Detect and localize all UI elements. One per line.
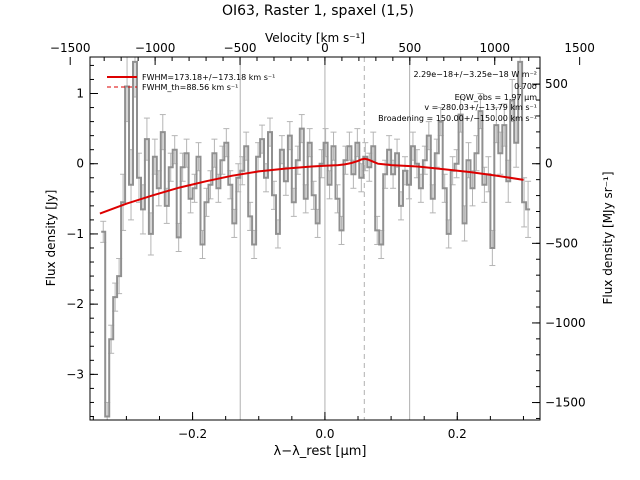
y2-tick-label: −1500 (545, 396, 586, 410)
y2-axis-label: Flux density [MJy sr⁻¹] (601, 171, 615, 304)
axis-ticks: −0.2 0.0 0.2−1500 −1000 −500 0 500 1000 150010−1… (50, 41, 595, 441)
annotation-significance: 0.70σ (514, 82, 537, 91)
x-tick-label: 0.2 (448, 427, 467, 441)
legend-fwhm-th: FWHM_th=88.56 km s⁻¹ (142, 83, 238, 92)
y-tick-label: 0 (76, 157, 84, 171)
velocity-tick-label: 500 (398, 41, 421, 55)
series-layer (99, 60, 531, 418)
velocity-tick-label: 1000 (479, 41, 510, 55)
y-tick-label: 1 (76, 87, 84, 101)
annotation-velocity: v = 280.03+/−13.79 km s⁻¹ (424, 103, 537, 112)
vertical-guide-lines (239, 57, 411, 420)
y2-tick-label: 0 (545, 157, 553, 171)
annotation-line-flux: 2.29e−18+/−3.25e−18 W m⁻² (413, 70, 537, 79)
velocity-tick-label: −500 (224, 41, 257, 55)
velocity-tick-label: 1500 (564, 41, 595, 55)
x-axis-label: λ−λ_rest [μm] (274, 444, 367, 459)
x-tick-label: −0.2 (178, 427, 207, 441)
x-tick-label: 0.0 (315, 427, 334, 441)
y2-tick-label: 500 (545, 77, 568, 91)
velocity-axis-label: Velocity [km s⁻¹] (265, 31, 365, 45)
velocity-tick-label: −1500 (50, 41, 91, 55)
annotation-broadening: Broadening = 150.00+/−150.00 km s⁻¹ (378, 114, 537, 123)
y-tick-label: −1 (66, 227, 84, 241)
fit-line (99, 157, 524, 215)
y2-tick-label: −500 (545, 236, 578, 250)
fit-annotations: 2.29e−18+/−3.25e−18 W m⁻² 0.70σ EQW_obs … (378, 70, 537, 123)
chart-title: OI63, Raster 1, spaxel (1,5) (222, 3, 414, 19)
annotation-eqw: EQW_obs = 1.97 μm (455, 93, 538, 102)
plot-frame (89, 56, 541, 421)
y2-tick-label: −1000 (545, 316, 586, 330)
y-tick-label: −3 (66, 367, 84, 381)
velocity-tick-label: 0 (321, 41, 329, 55)
y-tick-label: −2 (66, 297, 84, 311)
legend-fwhm: FWHM=173.18+/−173.18 km s⁻¹ (142, 73, 275, 82)
y-axis-label: Flux density [Jy] (44, 190, 58, 287)
legend: FWHM=173.18+/−173.18 km s⁻¹ FWHM_th=88.5… (107, 73, 275, 92)
data-spectrum-line (101, 60, 531, 418)
velocity-tick-label: −1000 (135, 41, 176, 55)
